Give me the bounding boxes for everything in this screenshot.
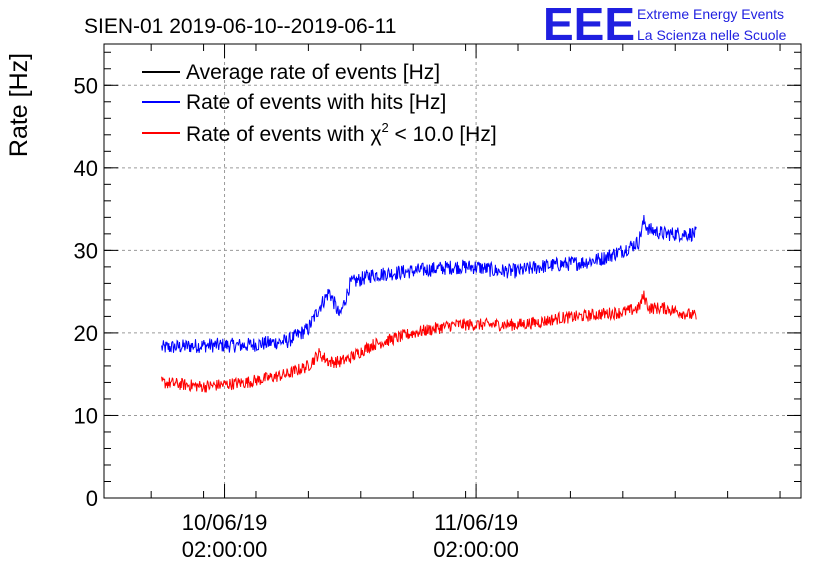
legend-chi2-prefix: Rate of events with (186, 123, 370, 146)
y-tick-label: 30 (74, 238, 98, 263)
x-tick-label-time: 02:00:00 (182, 537, 268, 562)
legend-chi-superscript: 2 (381, 120, 388, 135)
y-tick-label: 50 (74, 73, 98, 98)
eee-logo: EEE Extreme Energy Events La Scienza nel… (543, 0, 787, 50)
x-tick-label-date: 11/06/19 (434, 510, 518, 535)
y-tick-label: 10 (74, 403, 98, 428)
legend: Average rate of events [Hz] Rate of even… (142, 61, 497, 146)
legend-chi2-suffix: < 10.0 [Hz] (389, 123, 497, 146)
legend-label-chi2: Rate of events with χ2 < 10.0 [Hz] (186, 120, 497, 146)
legend-label-hits: Rate of events with hits [Hz] (186, 91, 446, 114)
plot-frame (103, 43, 802, 499)
legend-label-average: Average rate of events [Hz] (186, 61, 440, 84)
series-line-1 (161, 214, 697, 353)
logo-line2: La Scienza nelle Scuole (637, 27, 787, 43)
y-ticks: 0 10 20 30 40 50 (74, 51, 801, 511)
series-line-2 (161, 290, 697, 393)
logo-line1: Extreme Energy Events (637, 6, 784, 22)
chart-title: SIEN-01 2019-06-10--2019-06-11 (84, 15, 396, 38)
y-tick-label: 0 (86, 486, 98, 511)
y-tick-label: 20 (74, 321, 98, 346)
y-axis-label: Rate [Hz] (5, 53, 33, 157)
logo-mark: EEE (543, 0, 635, 50)
y-tick-label: 40 (74, 156, 98, 181)
grid (104, 44, 801, 498)
series-lines (161, 214, 697, 393)
x-tick-label-date: 10/06/19 (182, 510, 268, 535)
legend-chi-symbol: χ (370, 123, 381, 146)
x-tick-label-time: 02:00:00 (433, 537, 519, 562)
